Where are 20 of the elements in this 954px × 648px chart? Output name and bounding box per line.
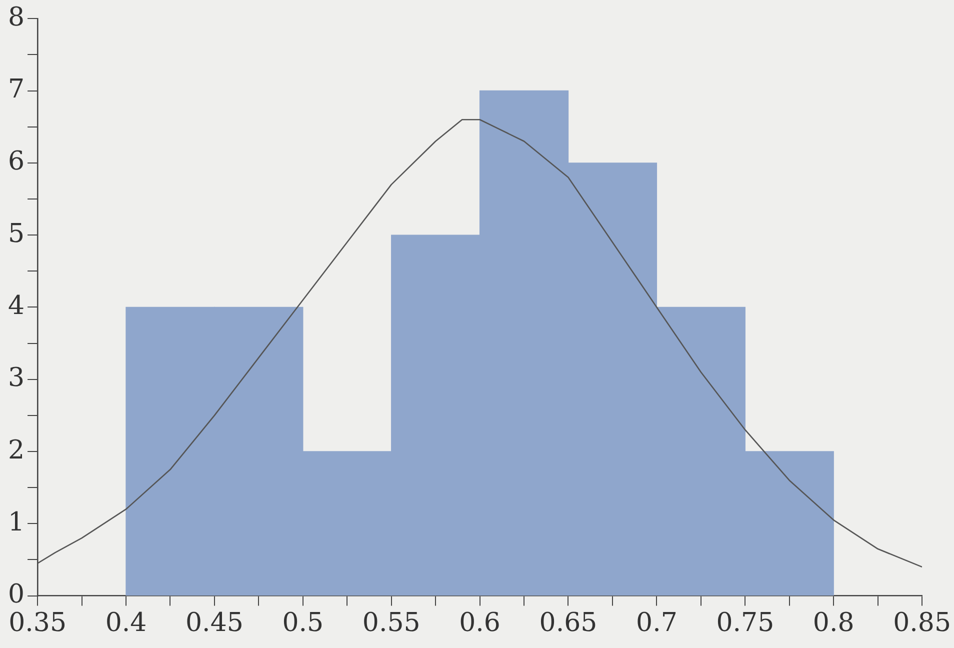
x-tick-label: 0.35 bbox=[8, 608, 66, 638]
x-tick-label: 0.8 bbox=[812, 608, 854, 638]
x-tick-label: 0.4 bbox=[105, 608, 147, 638]
y-tick-label: 1 bbox=[8, 507, 25, 538]
y-tick-label: 8 bbox=[8, 2, 25, 32]
x-tick-label: 0.5 bbox=[282, 608, 324, 638]
x-tick-label: 0.45 bbox=[186, 608, 244, 638]
x-tick-label: 0.7 bbox=[636, 608, 678, 638]
x-tick-label: 0.65 bbox=[539, 608, 598, 638]
y-tick-label: 0 bbox=[8, 580, 25, 610]
x-tick-label: 0.85 bbox=[893, 608, 951, 638]
x-tick-label: 0.55 bbox=[362, 608, 420, 638]
y-tick-label: 7 bbox=[8, 74, 25, 104]
y-tick-label: 6 bbox=[8, 146, 25, 177]
y-tick-label: 2 bbox=[8, 435, 25, 466]
x-tick-label: 0.6 bbox=[459, 608, 500, 638]
x-tick-label: 0.75 bbox=[716, 608, 774, 638]
y-tick-label: 3 bbox=[8, 363, 25, 394]
y-tick-label: 4 bbox=[8, 290, 25, 321]
y-tick-label: 5 bbox=[8, 218, 25, 249]
